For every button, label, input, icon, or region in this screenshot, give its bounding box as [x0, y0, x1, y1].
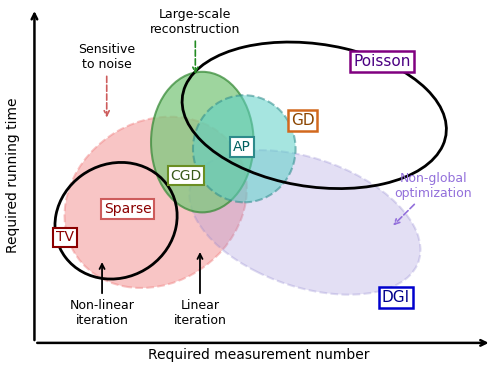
- Text: CGD: CGD: [170, 169, 202, 183]
- Ellipse shape: [151, 72, 253, 212]
- X-axis label: Required measurement number: Required measurement number: [148, 348, 369, 362]
- Text: DGI: DGI: [382, 290, 410, 305]
- Ellipse shape: [193, 95, 296, 202]
- Text: Sparse: Sparse: [104, 202, 152, 216]
- Y-axis label: Required running time: Required running time: [5, 98, 19, 253]
- Ellipse shape: [189, 150, 420, 295]
- Text: Large-scale
reconstruction: Large-scale reconstruction: [150, 8, 241, 72]
- Text: TV: TV: [56, 230, 74, 244]
- Text: Non-linear
iteration: Non-linear iteration: [70, 264, 135, 327]
- Text: Non-global
optimization: Non-global optimization: [394, 171, 472, 224]
- Text: AP: AP: [233, 140, 251, 154]
- Text: GD: GD: [291, 113, 315, 128]
- Ellipse shape: [65, 117, 247, 288]
- Text: Poisson: Poisson: [353, 54, 411, 69]
- Text: Linear
iteration: Linear iteration: [173, 254, 227, 327]
- Text: Sensitive
to noise: Sensitive to noise: [78, 43, 135, 116]
